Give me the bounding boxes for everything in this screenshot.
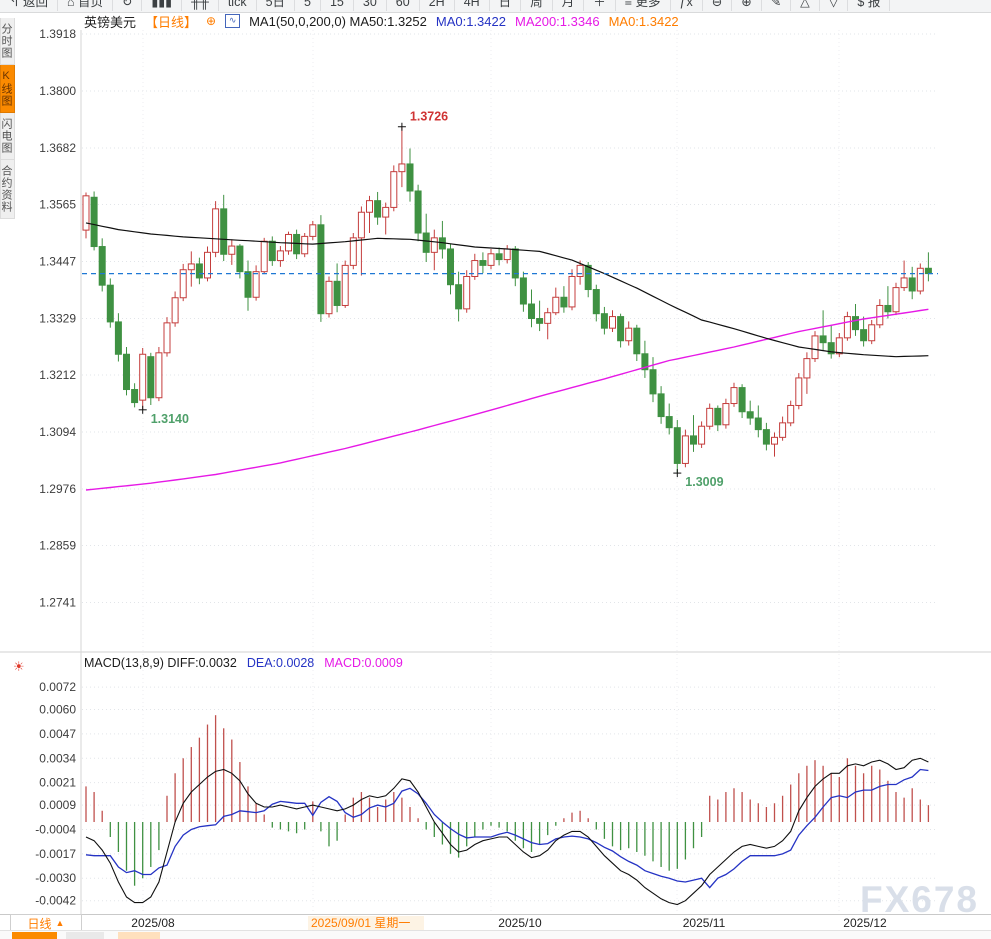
period-label: 【日线】 [145, 14, 198, 30]
toolbar-button-h2[interactable]: 2H [420, 0, 455, 11]
toolbar-button-week[interactable]: 周 [521, 0, 553, 11]
watermark-text: FX678 [860, 879, 979, 920]
bottom-tab[interactable] [118, 932, 160, 939]
svg-text:0.0034: 0.0034 [39, 751, 76, 765]
svg-text:1.3726: 1.3726 [410, 110, 448, 124]
toolbar-button-home[interactable]: ⌂ 首页 [58, 0, 113, 11]
macd-pane [85, 715, 930, 906]
toolbar-button-candle-chart[interactable]: ╫╫ [182, 0, 219, 11]
sidebar-tab-kline-chart[interactable]: K线图 [0, 65, 15, 113]
toolbar-button-m30[interactable]: 30 [354, 0, 387, 11]
symbol-name: 英镑美元 [84, 14, 137, 30]
toolbar-button-tri-down[interactable]: ▽ [820, 0, 849, 11]
svg-text:2025/08: 2025/08 [131, 916, 175, 930]
toolbar-button-tri-up[interactable]: △ [791, 0, 820, 11]
period-selector-label: 日线 [27, 916, 52, 931]
macd-diff-label: MACD(13,8,9) DIFF:0.0032 [84, 656, 237, 670]
dea-line [85, 768, 929, 889]
svg-text:1.3918: 1.3918 [39, 27, 76, 41]
toolbar-button-day[interactable]: 日 [490, 0, 522, 11]
toolbar-button-zoom-out[interactable]: ⊖ [703, 0, 733, 11]
toolbar-button-m5[interactable]: 5 [295, 0, 321, 11]
macd-header: MACD(13,8,9) DIFF:0.0032 DEA:0.0028 MACD… [84, 656, 403, 670]
svg-text:1.3009: 1.3009 [685, 475, 723, 489]
toolbar-button-quote[interactable]: $ 报 [848, 0, 891, 11]
toolbar-button-back[interactable]: ↰ 返回 [0, 0, 58, 11]
chevron-up-icon: ▲ [55, 918, 65, 928]
svg-text:1.2859: 1.2859 [39, 539, 76, 553]
svg-text:2025/10: 2025/10 [498, 916, 542, 930]
price-annotation: 1.3726 [397, 110, 448, 131]
svg-text:1.3800: 1.3800 [39, 84, 76, 98]
svg-text:1.3329: 1.3329 [39, 312, 76, 326]
svg-text:-0.0042: -0.0042 [35, 894, 76, 908]
toolbar-button-bar-chart[interactable]: ▮▮▮ [142, 0, 183, 11]
macd-histogram [85, 715, 930, 886]
price-annotation: 1.3009 [673, 469, 724, 489]
ma200-line [85, 308, 929, 491]
toolbar-button-tick[interactable]: tick [219, 0, 257, 11]
toolbar-button-refresh[interactable]: ↻ [113, 0, 143, 11]
svg-text:-0.0030: -0.0030 [35, 871, 76, 885]
sidebar-tab-flash-chart[interactable]: 闪电图 [0, 113, 15, 160]
svg-text:1.2741: 1.2741 [39, 596, 76, 610]
svg-text:0.0060: 0.0060 [39, 703, 76, 717]
svg-text:2025/12: 2025/12 [843, 916, 887, 930]
svg-text:1.2976: 1.2976 [39, 482, 76, 496]
chart-header: 英镑美元 【日线】 ⊕ ∿ MA1(50,0,200,0) MA50:1.325… [84, 12, 679, 30]
svg-text:-0.0017: -0.0017 [35, 847, 76, 861]
svg-text:1.3140: 1.3140 [151, 412, 189, 426]
svg-text:0.0021: 0.0021 [39, 776, 76, 790]
ma200-label: MA200:1.3346 [514, 13, 600, 29]
svg-text:0.0047: 0.0047 [39, 727, 76, 741]
bottom-tab-strip [0, 930, 991, 939]
svg-text:0.0072: 0.0072 [39, 680, 76, 694]
svg-text:-0.0004: -0.0004 [35, 822, 76, 836]
toolbar-button-h4[interactable]: 4H [455, 0, 490, 11]
toolbar-button-more[interactable]: ≡ 更多 [616, 0, 671, 11]
svg-text:1.3094: 1.3094 [39, 425, 76, 439]
bottom-tab-active[interactable] [12, 932, 57, 939]
sidebar-tab-time-chart[interactable]: 分时图 [0, 18, 15, 65]
ma50-line [85, 222, 929, 358]
ma0-blue-label: MA0:1.3422 [435, 13, 506, 29]
svg-text:1.3212: 1.3212 [39, 368, 76, 382]
sidebar-tab-contract-info[interactable]: 合约资料 [0, 160, 15, 219]
diff-line [85, 757, 929, 906]
ma-settings-label: MA1(50,0,200,0) MA50:1.3252 [249, 13, 427, 29]
toolbar-button-zoom-in[interactable]: ⊕ [732, 0, 762, 11]
svg-text:1.3682: 1.3682 [39, 141, 76, 155]
macd-value-label: MACD:0.0009 [324, 656, 403, 670]
toolbar-button-m15[interactable]: 15 [321, 0, 354, 11]
toolbar-button-fx[interactable]: ƒx [671, 0, 703, 11]
indicator-settings-icon[interactable]: ☀ [13, 659, 25, 674]
svg-text:2025/09/01 星期一: 2025/09/01 星期一 [311, 916, 410, 930]
price-annotation: 1.3140 [138, 405, 189, 426]
svg-text:2025/11: 2025/11 [683, 916, 726, 930]
top-toolbar: ↰ 返回 ⌂ 首页 ↻ ▮▮▮ ╫╫ tick 5日 5 15 30 60 2H 4H 日周月＋ ≡ 更多 ƒ… [0, 0, 991, 13]
macd-dea-label: DEA:0.0028 [246, 656, 315, 670]
chart-type-sidebar: 分时图 K线图 闪电图 合约资料 [0, 18, 15, 219]
candles [82, 126, 932, 474]
toolbar-button-draw[interactable]: ✎ [762, 0, 792, 11]
add-indicator-icon[interactable]: ⊕ [206, 14, 217, 28]
toolbar-button-month[interactable]: 月 [553, 0, 585, 11]
svg-text:0.0009: 0.0009 [39, 798, 76, 812]
mini-chart-icon[interactable]: ∿ [225, 14, 241, 28]
x-axis-labels: 2025/08 2025/09/01 星期一 2025/10 2025/11 2025/… [131, 916, 887, 930]
toolbar-button-plus[interactable]: ＋ [584, 0, 616, 11]
axis-labels: 1.3918 1.3800 1.3682 1.3565 1.3447 1.3329 1.32… [35, 27, 76, 908]
bottom-tab[interactable] [66, 932, 104, 939]
candlestick-pane: 1.3726 1.3140 1.3009 [82, 110, 938, 491]
gridlines [82, 30, 938, 914]
svg-text:1.3565: 1.3565 [39, 198, 76, 212]
ma0-orange-label: MA0:1.3422 [608, 13, 679, 29]
svg-text:1.3447: 1.3447 [39, 255, 76, 269]
toolbar-button-m60[interactable]: 60 [387, 0, 420, 11]
toolbar-button-5d[interactable]: 5日 [257, 0, 296, 11]
